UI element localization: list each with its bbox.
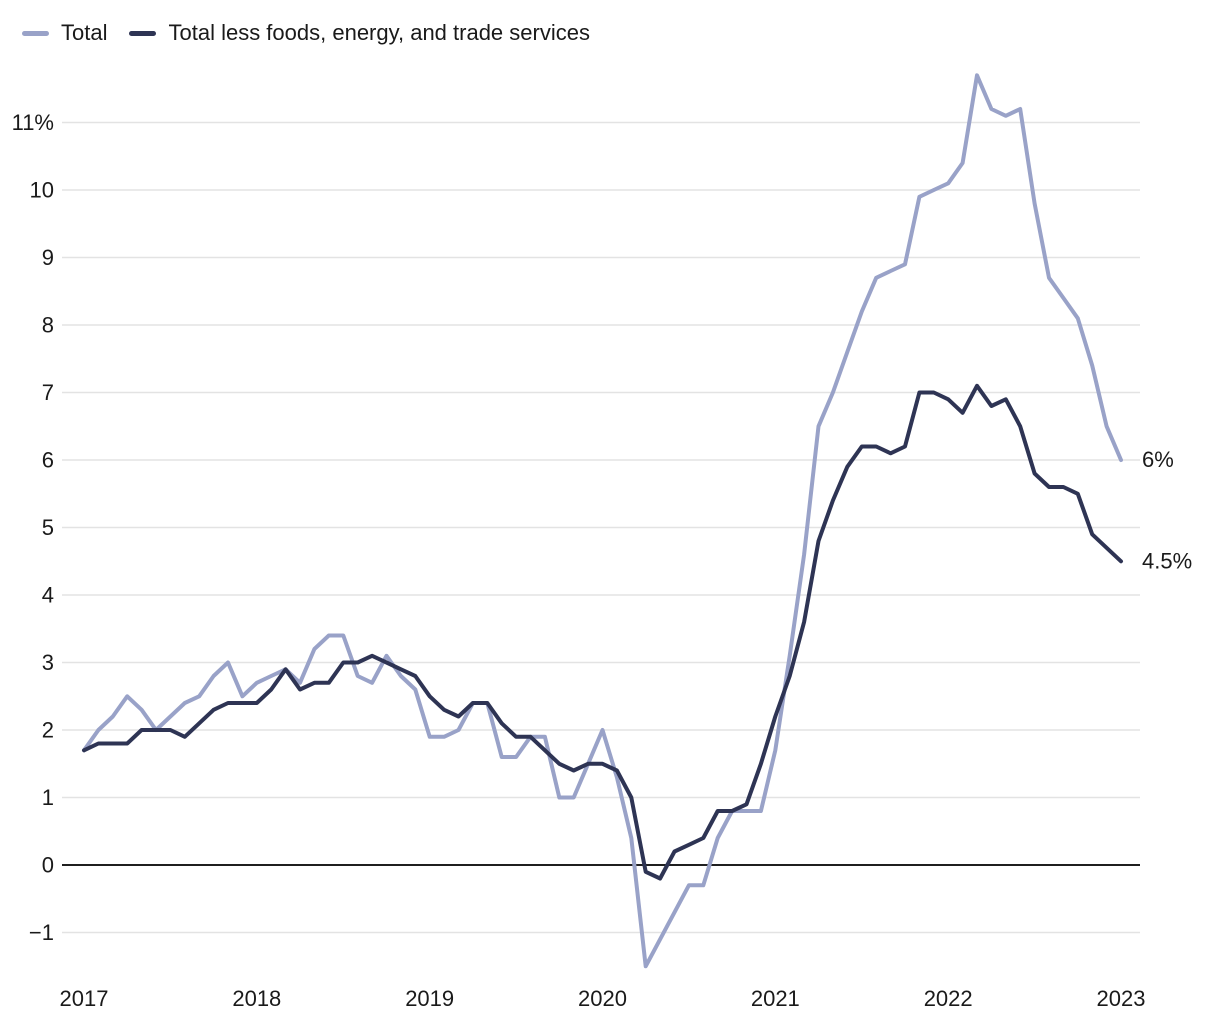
legend: Total Total less foods, energy, and trad… bbox=[22, 22, 590, 44]
y-tick-label: 10 bbox=[30, 178, 54, 203]
x-tick-label: 2023 bbox=[1097, 986, 1146, 1011]
y-tick-label: 7 bbox=[42, 380, 54, 405]
y-tick-label: 2 bbox=[42, 718, 54, 743]
y-tick-label: −1 bbox=[29, 920, 54, 945]
y-tick-label: 5 bbox=[42, 515, 54, 540]
y-tick-label: 4 bbox=[42, 583, 54, 608]
legend-label-total: Total bbox=[61, 20, 108, 45]
series-line-core bbox=[82, 383, 1123, 881]
y-tick-label: 11% bbox=[12, 110, 54, 135]
x-tick-label: 2018 bbox=[232, 986, 281, 1011]
y-tick-label: 0 bbox=[42, 853, 54, 878]
end-label-core: 4.5% bbox=[1142, 548, 1192, 573]
legend-swatch-core bbox=[129, 30, 157, 36]
legend-item-core: Total less foods, energy, and trade serv… bbox=[129, 20, 590, 45]
y-tick-label: 9 bbox=[42, 245, 54, 270]
legend-swatch-total bbox=[22, 30, 49, 36]
legend-label-core: Total less foods, energy, and trade serv… bbox=[168, 20, 590, 45]
y-tick-label: 6 bbox=[42, 448, 54, 473]
x-tick-label: 2017 bbox=[60, 986, 109, 1011]
y-tick-label: 8 bbox=[42, 313, 54, 338]
x-tick-label: 2019 bbox=[405, 986, 454, 1011]
x-tick-label: 2022 bbox=[924, 986, 973, 1011]
x-tick-label: 2021 bbox=[751, 986, 800, 1011]
legend-item-total: Total bbox=[22, 22, 107, 44]
x-tick-label: 2020 bbox=[578, 986, 627, 1011]
y-tick-label: 3 bbox=[42, 650, 54, 675]
series-line-total bbox=[82, 73, 1123, 969]
y-tick-label: 1 bbox=[42, 785, 54, 810]
end-label-total: 6% bbox=[1142, 447, 1174, 472]
